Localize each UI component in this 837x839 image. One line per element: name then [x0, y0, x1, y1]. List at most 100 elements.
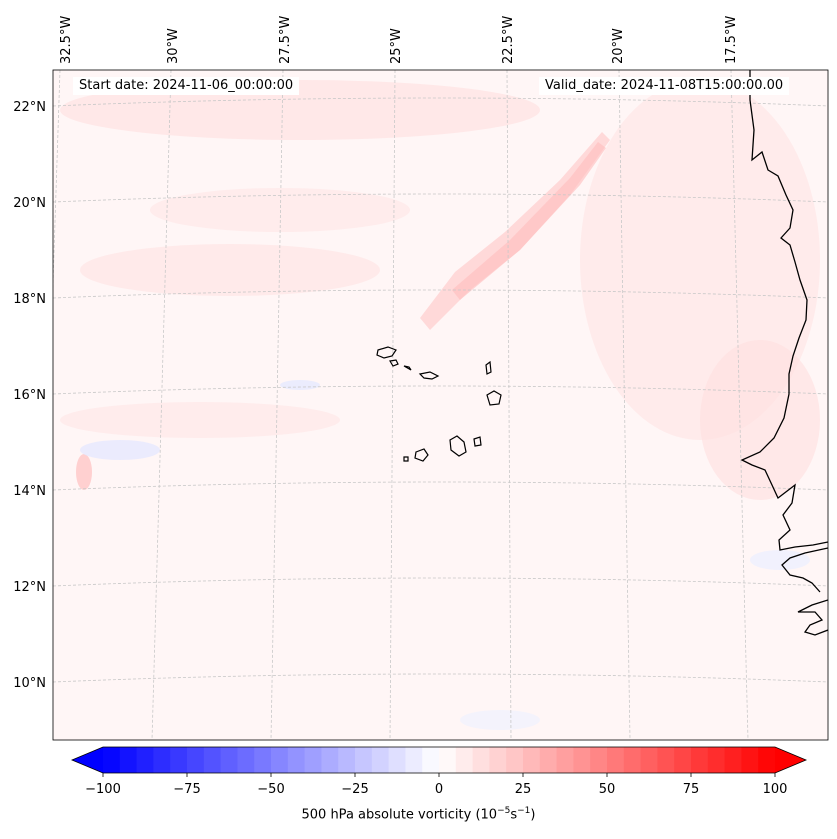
- colorbar-swatch: [237, 747, 255, 773]
- colorbar-tick-label: 50: [599, 782, 616, 797]
- colorbar-swatch: [153, 747, 171, 773]
- colorbar-swatch: [119, 747, 138, 773]
- lat-label: 16°N: [13, 388, 46, 403]
- lat-label: 14°N: [13, 484, 46, 499]
- valid-date-label: Valid_date: 2024-11-08T15:00:00.00: [539, 77, 790, 95]
- colorbar-swatch: [640, 747, 658, 773]
- lon-label: 32.5°W: [59, 16, 74, 64]
- lat-label: 22°N: [13, 100, 46, 115]
- vorticity-patch: [76, 454, 92, 490]
- latitude-labels: 22°N 20°N 18°N 16°N 14°N 12°N 10°N: [13, 100, 46, 691]
- colorbar-swatch: [187, 747, 205, 773]
- colorbar-tick-label: −25: [341, 782, 368, 797]
- colorbar-swatch: [355, 747, 373, 773]
- start-date-label: Start date: 2024-11-06_00:00:00: [73, 77, 300, 95]
- lat-label: 12°N: [13, 580, 46, 595]
- vorticity-band-core: [452, 142, 606, 300]
- island-sal: [485, 360, 492, 375]
- colorbar-ticks: −100 −75 −50 −25 0 25 50 75 100: [85, 782, 787, 797]
- colorbar-extend-min: [72, 747, 103, 773]
- colorbar-swatch: [741, 747, 759, 773]
- colorbar-swatch: [455, 747, 474, 773]
- colorbar-swatch: [136, 747, 154, 773]
- colorbar-swatch: [472, 747, 490, 773]
- vorticity-patch: [700, 340, 820, 500]
- colorbar-swatch: [321, 747, 339, 773]
- colorbar-swatch: [338, 747, 356, 773]
- colorbar-swatch: [539, 747, 558, 773]
- coastline: [740, 70, 828, 636]
- island-brava: [403, 456, 409, 462]
- colorbar-swatch: [422, 747, 440, 773]
- colorbar-swatch: [439, 747, 457, 773]
- coastline-guinea-bissau-islands: [797, 599, 828, 636]
- colorbar-tick-label: 75: [683, 782, 700, 797]
- lon-label: 17.5°W: [724, 16, 739, 64]
- colorbar-swatch: [170, 747, 188, 773]
- vorticity-patch-negative: [750, 550, 810, 570]
- lon-label: 30°W: [166, 28, 181, 64]
- vorticity-field-patches: [60, 80, 820, 730]
- lon-label: 27.5°W: [278, 16, 293, 64]
- vorticity-patch: [60, 80, 540, 140]
- island-sao-vicente: [389, 359, 399, 367]
- lat-label: 10°N: [13, 676, 46, 691]
- coastline-mauritania-senegal: [740, 70, 828, 551]
- colorbar-tick-label: −75: [173, 782, 200, 797]
- vorticity-patch: [150, 188, 410, 232]
- colorbar-swatch: [287, 747, 306, 773]
- colorbar-swatch: [657, 747, 675, 773]
- colorbar-swatch: [304, 747, 322, 773]
- colorbar-swatch: [220, 747, 238, 773]
- cape-verde-islands: [376, 346, 502, 462]
- colorbar-swatch: [506, 747, 524, 773]
- colorbar-tick-label: 0: [435, 782, 443, 797]
- island-santa-luzia: [403, 365, 412, 371]
- vorticity-patch-negative: [460, 710, 540, 730]
- colorbar-swatch: [707, 747, 726, 773]
- island-boa-vista: [486, 390, 502, 406]
- colorbar-swatch: [556, 747, 574, 773]
- colorbar-swatch: [674, 747, 692, 773]
- colorbar-swatch: [203, 747, 222, 773]
- island-fogo: [414, 448, 429, 462]
- longitude-labels: 32.5°W 30°W 27.5°W 25°W 22.5°W 20°W 17.5…: [59, 16, 739, 64]
- colorbar-label: 500 hPa absolute vorticity (10−5s−1): [301, 806, 536, 823]
- colorbar-swatch: [405, 747, 423, 773]
- colorbar-swatch: [271, 747, 289, 773]
- colorbar-tick-label: −100: [85, 782, 121, 797]
- island-santo-antao: [376, 346, 397, 359]
- colorbar-swatch: [489, 747, 507, 773]
- lon-label: 22.5°W: [501, 16, 516, 64]
- colorbar-swatch: [724, 747, 742, 773]
- vorticity-patch: [60, 402, 340, 438]
- coastline-gambia-guinea-bissau: [781, 547, 828, 593]
- colorbar-swatch: [103, 747, 121, 773]
- vorticity-patch-negative: [280, 380, 320, 390]
- vorticity-patch: [80, 244, 380, 296]
- colorbar-swatch: [758, 747, 776, 773]
- colorbar-tick-label: 25: [515, 782, 532, 797]
- island-maio: [473, 436, 482, 447]
- map-area: [53, 70, 828, 740]
- map-frame: [52, 69, 829, 741]
- vorticity-patch-negative: [80, 440, 160, 460]
- lon-label: 25°W: [389, 28, 404, 64]
- lon-label: 20°W: [611, 28, 626, 64]
- lat-label: 20°N: [13, 196, 46, 211]
- island-santiago: [449, 435, 467, 457]
- colorbar-swatch: [573, 747, 591, 773]
- colorbar: −100 −75 −50 −25 0 25 50 75 100: [70, 746, 808, 797]
- island-sao-nicolau: [418, 371, 440, 380]
- colorbar-swatch: [254, 747, 272, 773]
- colorbar-swatch: [523, 747, 541, 773]
- colorbar-extend-max: [775, 747, 806, 773]
- colorbar-swatches: [103, 747, 776, 773]
- colorbar-tick-marks: [102, 773, 776, 777]
- colorbar-swatch: [607, 747, 625, 773]
- colorbar-swatch: [590, 747, 608, 773]
- colorbar-tick-label: −50: [257, 782, 284, 797]
- colorbar-tick-label: 100: [763, 782, 788, 797]
- colorbar-swatch: [623, 747, 642, 773]
